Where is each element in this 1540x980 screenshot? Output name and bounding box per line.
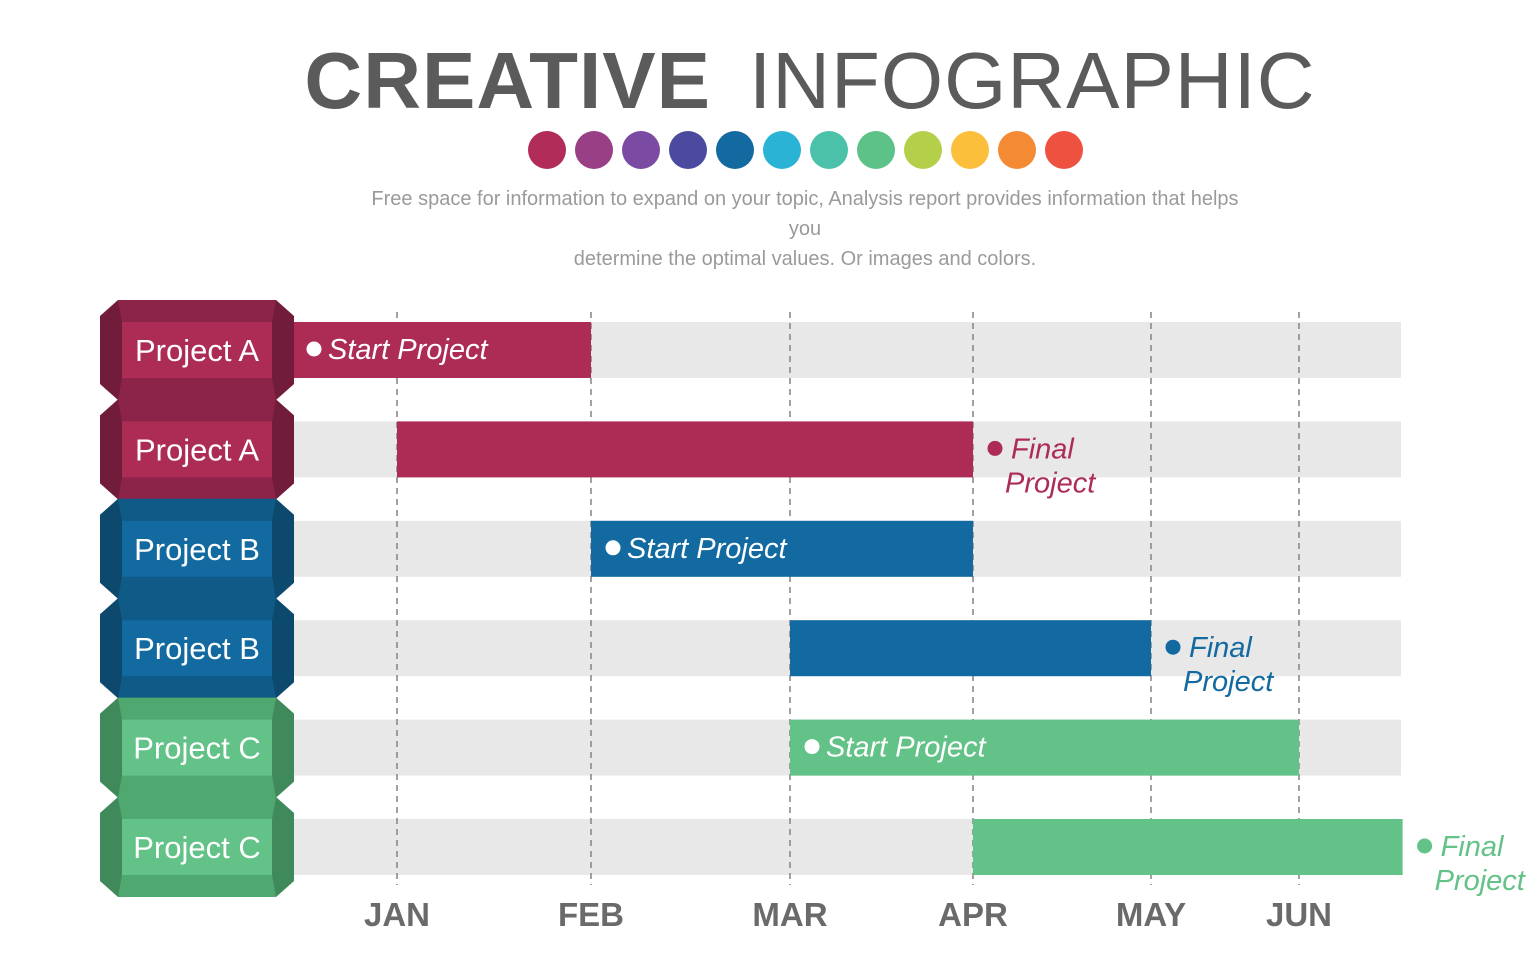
palette-dot [904, 131, 942, 169]
month-tick-label: JUN [1266, 896, 1332, 933]
tab-face [122, 421, 272, 478]
tab-fold-left [100, 697, 122, 798]
title-light: INFOGRAPHIC [748, 36, 1316, 125]
project-label: Project A [135, 333, 259, 368]
tab-fold-left [100, 498, 122, 599]
page-title: CREATIVE INFOGRAPHIC [0, 36, 1540, 126]
annotation-label: Start Project [328, 334, 489, 366]
task-bar [973, 819, 1403, 875]
annotation-dot [306, 341, 322, 357]
title-bold: CREATIVE [304, 36, 711, 125]
palette-dot [951, 131, 989, 169]
subtitle-line-2: determine the optimal values. Or images … [573, 248, 1037, 270]
tab-face [122, 322, 272, 378]
subtitle-line-1: Free space for information to expand on … [371, 188, 1239, 240]
task-bar [397, 421, 973, 478]
month-tick-label: MAY [1116, 896, 1186, 933]
month-tick-label: APR [938, 896, 1008, 933]
tab-face [122, 719, 272, 776]
annotation-label: Start Project [627, 533, 788, 565]
tab-fold-left [100, 300, 122, 400]
annotation-label: Start Project [826, 732, 987, 764]
project-label: Project C [133, 830, 260, 865]
tab-fold-right [272, 300, 294, 400]
month-tick-label: JAN [364, 896, 430, 933]
palette-dot [622, 131, 660, 169]
project-label: Project C [133, 731, 260, 766]
annotation-label: Final Project [1005, 433, 1097, 499]
palette-dot [810, 131, 848, 169]
tab-fold-right [272, 697, 294, 798]
project-label: Project B [134, 532, 260, 567]
tab-face [122, 520, 272, 577]
tab-face [122, 620, 272, 677]
tab-fold-right [272, 797, 294, 897]
palette-dot [1045, 131, 1083, 169]
tab-fold-left [100, 797, 122, 897]
annotation-dot [804, 739, 820, 755]
tab-fold-right [272, 399, 294, 500]
tab-fold-left [100, 399, 122, 500]
tab-fold-left [100, 598, 122, 699]
annotation-dot [605, 540, 621, 556]
palette-dot [857, 131, 895, 169]
palette-dot [575, 131, 613, 169]
tab-fold-right [272, 498, 294, 599]
annotation-dot [987, 440, 1003, 456]
project-label: Project B [134, 631, 260, 666]
project-label: Project A [135, 432, 259, 467]
month-tick-label: FEB [558, 896, 624, 933]
annotation-label: Final Project [1183, 632, 1275, 698]
project-label-tab: Project A [100, 399, 294, 500]
palette-dot [998, 131, 1036, 169]
palette-dot [669, 131, 707, 169]
task-bar [790, 620, 1151, 677]
month-tick-label: MAR [752, 896, 827, 933]
annotation-dot [1165, 639, 1181, 655]
task-bar [790, 719, 1299, 776]
project-label-tab: Project C [100, 697, 294, 798]
project-label-tab: Project A [100, 300, 294, 400]
annotation-dot [1417, 838, 1433, 854]
tab-face [122, 819, 272, 875]
task-bar [292, 322, 591, 378]
subtitle: Free space for information to expand on … [360, 184, 1250, 274]
palette-dot [763, 131, 801, 169]
project-label-tab: Project B [100, 498, 294, 599]
palette-dot [716, 131, 754, 169]
annotation-label: Final Project [1435, 831, 1527, 897]
task-bar [591, 520, 973, 577]
tab-fold-right [272, 598, 294, 699]
palette-dot [528, 131, 566, 169]
project-label-tab: Project B [100, 598, 294, 699]
project-label-tab: Project C [100, 797, 294, 897]
